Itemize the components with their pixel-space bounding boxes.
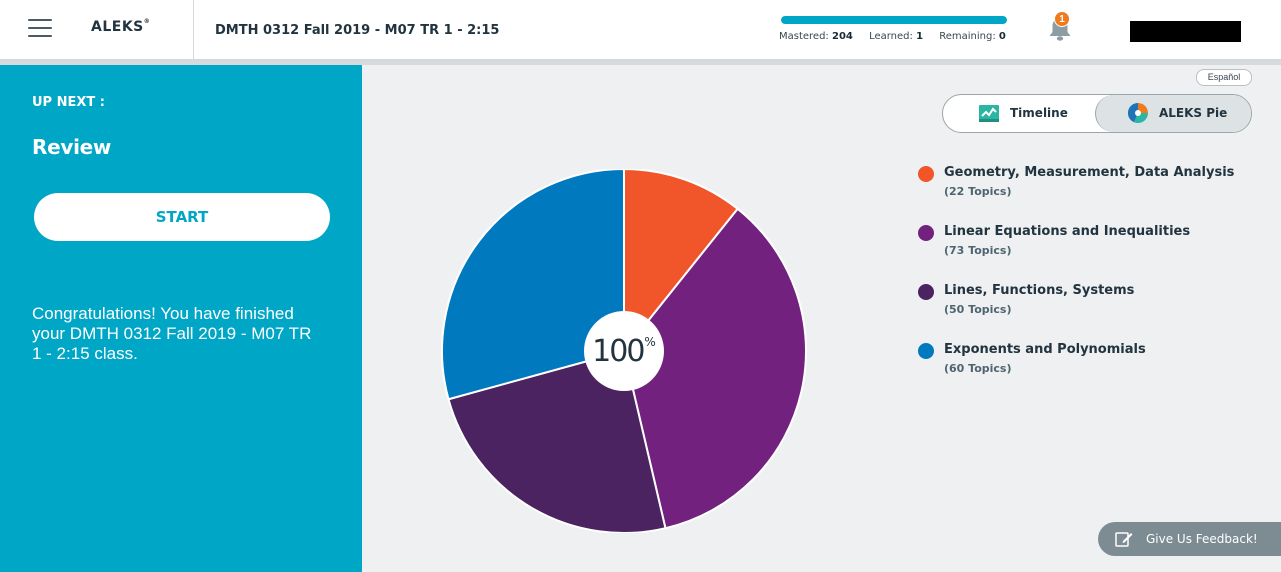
legend-topic-count: (73 Topics) <box>944 244 1012 257</box>
legend-topic-count: (60 Topics) <box>944 362 1012 375</box>
pie-slice[interactable] <box>622 207 807 530</box>
completion-message: Congratulations! You have finished your … <box>32 304 312 363</box>
legend-item[interactable]: Linear Equations and Inequalities (73 Top… <box>918 223 1258 273</box>
learned-value: 1 <box>916 31 924 42</box>
header-stripe <box>0 60 1281 65</box>
top-header: ALEKS® DMTH 0312 Fall 2019 - M07 TR 1 - … <box>0 0 1281 60</box>
pie-slice[interactable] <box>447 349 667 534</box>
notification-badge: 1 <box>1054 11 1070 27</box>
legend-color-dot <box>918 225 934 241</box>
logo-registered-mark: ® <box>143 18 151 25</box>
legend-color-dot <box>918 166 934 182</box>
tab-timeline[interactable]: Timeline <box>943 95 1095 132</box>
hamburger-menu-icon[interactable] <box>28 19 52 39</box>
remaining-label: Remaining: <box>939 31 996 42</box>
up-next-label: UP NEXT : <box>32 95 105 110</box>
pie-svg <box>441 167 807 534</box>
pie-center-disc <box>584 311 664 391</box>
legend-slice-name: Geometry, Measurement, Data Analysis <box>944 165 1235 180</box>
legend-color-dot <box>918 284 934 300</box>
pie-slice[interactable] <box>623 167 740 354</box>
feedback-button[interactable]: Give Us Feedback! <box>1098 522 1281 556</box>
tab-aleks-pie[interactable]: ALEKS Pie <box>1095 95 1251 132</box>
view-toggle: Timeline ALEKS Pie <box>942 94 1252 133</box>
legend-item[interactable]: Geometry, Measurement, Data Analysis (22 … <box>918 164 1258 214</box>
aleks-logo[interactable]: ALEKS® <box>91 18 151 35</box>
start-button[interactable]: START <box>34 193 330 241</box>
feedback-label: Give Us Feedback! <box>1146 532 1258 546</box>
mastered-value: 204 <box>832 31 853 42</box>
legend-slice-name: Exponents and Polynomials <box>944 342 1146 357</box>
language-toggle-link[interactable]: Español <box>1196 69 1252 86</box>
tab-timeline-label: Timeline <box>1010 106 1068 120</box>
class-progress-bar <box>781 16 1007 24</box>
next-item-title: Review <box>32 135 112 159</box>
edit-note-icon <box>1115 532 1133 547</box>
remaining-value: 0 <box>998 31 1006 42</box>
notifications-button[interactable]: 1 <box>1046 11 1074 42</box>
learned-label: Learned: <box>869 31 913 42</box>
legend-slice-name: Lines, Functions, Systems <box>944 283 1135 298</box>
user-account-menu[interactable] <box>1130 21 1241 42</box>
legend-slice-name: Linear Equations and Inequalities <box>944 224 1191 239</box>
aleks-pie-chart <box>440 167 808 534</box>
legend-topic-count: (22 Topics) <box>944 185 1012 198</box>
logo-text: ALEKS <box>91 19 144 35</box>
legend-color-dot <box>918 343 934 359</box>
legend-item[interactable]: Exponents and Polynomials (60 Topics) <box>918 341 1258 391</box>
pie-slice[interactable] <box>441 167 625 401</box>
header-divider <box>193 0 194 60</box>
progress-stats: Mastered: 204 Learned: 1 Remaining: 0 <box>779 31 1006 42</box>
timeline-chart-icon <box>979 105 999 122</box>
up-next-panel: UP NEXT : Review START Congratulations! … <box>0 65 362 572</box>
pie-chart-icon <box>1128 103 1148 123</box>
class-title: DMTH 0312 Fall 2019 - M07 TR 1 - 2:15 <box>215 23 500 38</box>
legend-item[interactable]: Lines, Functions, Systems (50 Topics) <box>918 282 1258 332</box>
legend-topic-count: (50 Topics) <box>944 303 1012 316</box>
progress-bar-fill <box>781 16 1007 24</box>
mastered-label: Mastered: <box>779 31 829 42</box>
tab-aleks-pie-label: ALEKS Pie <box>1159 106 1228 120</box>
